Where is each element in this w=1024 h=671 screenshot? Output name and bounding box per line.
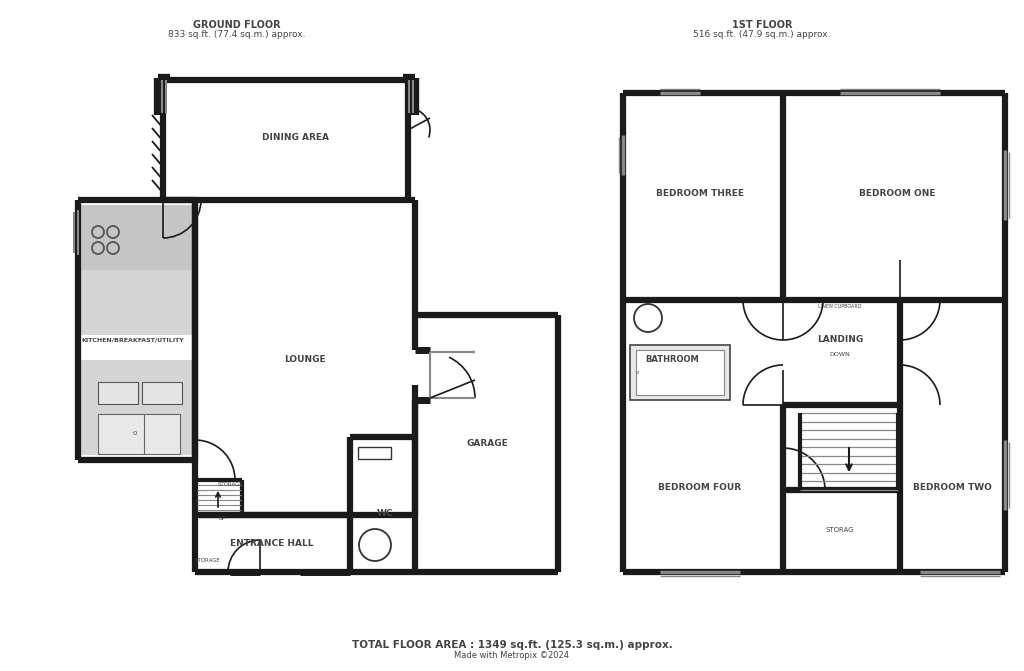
Bar [79,205,193,270]
Text: 833 sq.ft. (77.4 sq.m.) approx.: 833 sq.ft. (77.4 sq.m.) approx. [168,30,306,39]
Text: STORAGE: STORAGE [218,482,244,488]
Text: LANDING: LANDING [817,336,863,344]
Text: BEDROOM FOUR: BEDROOM FOUR [658,484,741,493]
Text: BEDROOM ONE: BEDROOM ONE [859,189,935,197]
Text: DOWN: DOWN [829,352,850,356]
Bar [79,360,193,455]
Text: UP: UP [218,517,225,521]
Bar [630,345,730,400]
Text: LINEN CUPBOARD: LINEN CUPBOARD [818,305,862,309]
Bar [142,382,182,404]
Text: o: o [636,370,639,374]
Text: STORAG: STORAG [825,527,854,533]
Bar [98,382,138,404]
Text: BATHROOM: BATHROOM [645,356,698,364]
Text: 516 sq.ft. (47.9 sq.m.) approx.: 516 sq.ft. (47.9 sq.m.) approx. [693,30,830,39]
Text: LOUNGE: LOUNGE [285,356,326,364]
Bar [636,350,724,395]
Text: BEDROOM THREE: BEDROOM THREE [656,189,744,197]
Text: o: o [133,430,137,436]
Bar [98,414,180,454]
Text: BEDROOM TWO: BEDROOM TWO [912,484,991,493]
Text: TOTAL FLOOR AREA : 1349 sq.ft. (125.3 sq.m.) approx.: TOTAL FLOOR AREA : 1349 sq.ft. (125.3 sq… [351,640,673,650]
Text: Made with Metropix ©2024: Made with Metropix ©2024 [455,651,569,660]
Text: GROUND FLOOR: GROUND FLOOR [194,20,281,30]
Text: WC: WC [377,509,393,517]
Text: KITCHEN/BREAKFAST/UTILITY: KITCHEN/BREAKFAST/UTILITY [82,338,184,342]
Bar [358,447,391,459]
Text: GARAGE: GARAGE [466,439,508,448]
Bar [79,205,193,335]
Text: 1ST FLOOR: 1ST FLOOR [732,20,793,30]
Text: STORAGE: STORAGE [195,558,221,564]
Text: ENTRANCE HALL: ENTRANCE HALL [230,539,313,548]
Text: DINING AREA: DINING AREA [261,134,329,142]
